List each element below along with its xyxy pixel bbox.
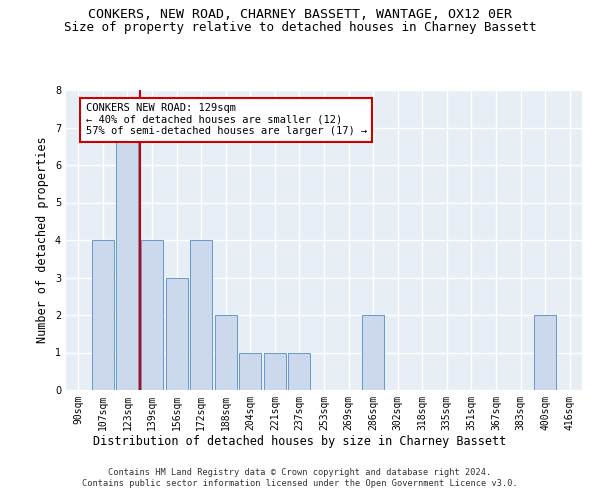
Bar xyxy=(239,352,262,390)
Y-axis label: Number of detached properties: Number of detached properties xyxy=(37,136,49,344)
Text: CONKERS NEW ROAD: 129sqm
← 40% of detached houses are smaller (12)
57% of semi-d: CONKERS NEW ROAD: 129sqm ← 40% of detach… xyxy=(86,103,367,136)
Bar xyxy=(215,315,237,390)
Bar xyxy=(264,352,286,390)
Bar xyxy=(141,240,163,390)
Bar xyxy=(289,352,310,390)
Bar xyxy=(116,128,139,390)
Text: Distribution of detached houses by size in Charney Bassett: Distribution of detached houses by size … xyxy=(94,435,506,448)
Bar xyxy=(166,278,188,390)
Bar xyxy=(190,240,212,390)
Bar xyxy=(362,315,384,390)
Text: Size of property relative to detached houses in Charney Bassett: Size of property relative to detached ho… xyxy=(64,21,536,34)
Bar xyxy=(534,315,556,390)
Bar xyxy=(92,240,114,390)
Text: CONKERS, NEW ROAD, CHARNEY BASSETT, WANTAGE, OX12 0ER: CONKERS, NEW ROAD, CHARNEY BASSETT, WANT… xyxy=(88,8,512,20)
Text: Contains HM Land Registry data © Crown copyright and database right 2024.
Contai: Contains HM Land Registry data © Crown c… xyxy=(82,468,518,487)
